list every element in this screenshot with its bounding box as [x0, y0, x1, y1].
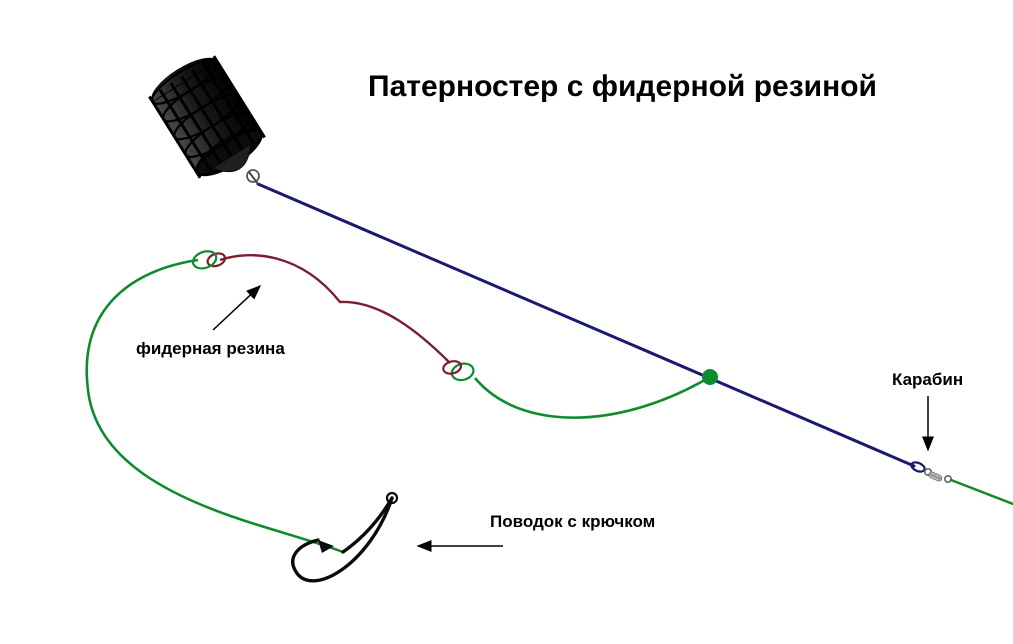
main-line	[258, 184, 914, 466]
feeder-cage-icon	[145, 50, 271, 189]
arrow-feeder-gum	[213, 286, 260, 330]
green-from-junction	[475, 377, 710, 418]
end-loop	[910, 461, 926, 474]
loop-lower	[442, 359, 475, 382]
tail-line	[951, 480, 1013, 504]
label-hook-leader: Поводок с крючком	[490, 512, 655, 532]
label-feeder-gum: фидерная резина	[136, 339, 285, 359]
green-to-hook	[87, 260, 343, 552]
hook-icon	[293, 493, 397, 581]
swivel-icon	[925, 469, 951, 482]
diagram-stage: Патерностер с фидерной резиной фидерная …	[0, 0, 1013, 644]
diagram-title: Патерностер с фидерной резиной	[368, 70, 877, 104]
label-swivel: Карабин	[892, 370, 963, 390]
